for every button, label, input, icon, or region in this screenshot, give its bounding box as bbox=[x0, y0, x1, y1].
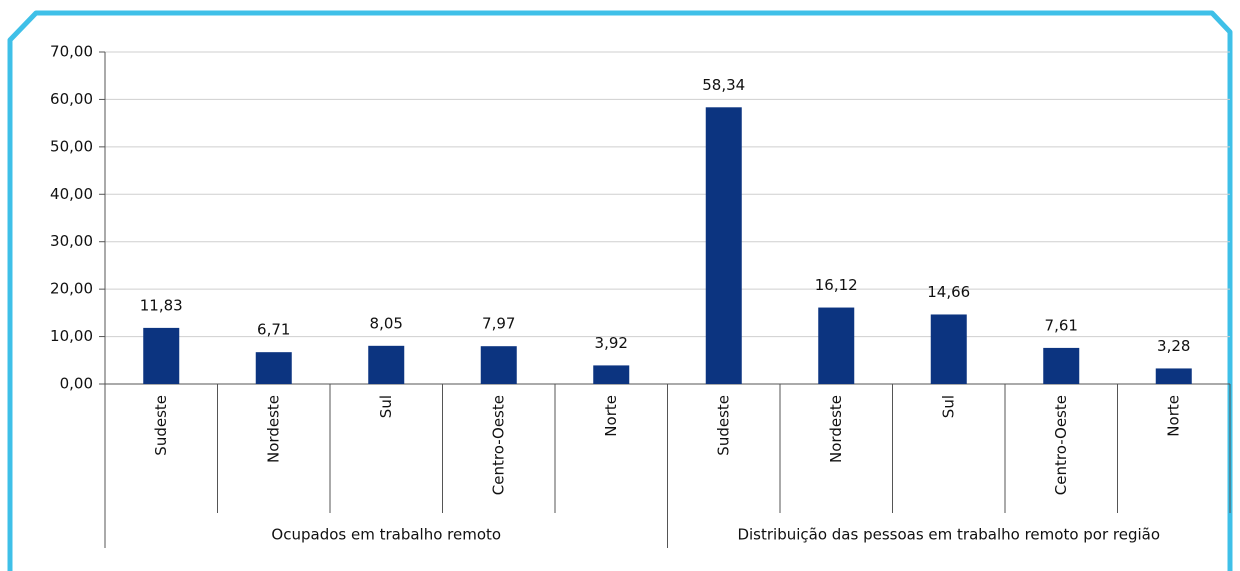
value-label: 8,05 bbox=[370, 314, 403, 332]
y-tick-label: 40,00 bbox=[50, 185, 93, 203]
bar bbox=[255, 352, 292, 384]
value-label: 6,71 bbox=[257, 321, 290, 339]
value-label: 7,61 bbox=[1045, 316, 1078, 334]
y-tick-label: 50,00 bbox=[50, 137, 93, 155]
x-tick-label: Sudeste bbox=[714, 395, 732, 456]
x-tick-label: Centro-Oeste bbox=[489, 395, 507, 495]
x-tick-label: Centro-Oeste bbox=[1052, 395, 1070, 495]
bar bbox=[1043, 347, 1080, 384]
group-label: Distribuição das pessoas em trabalho rem… bbox=[737, 526, 1160, 544]
y-tick-label: 70,00 bbox=[50, 43, 93, 61]
y-tick-label: 60,00 bbox=[50, 90, 93, 108]
y-tick-label: 0,00 bbox=[60, 375, 93, 393]
bar bbox=[705, 107, 742, 385]
group-label: Ocupados em trabalho remoto bbox=[271, 526, 501, 544]
bar bbox=[1155, 368, 1192, 384]
value-label: 3,92 bbox=[595, 334, 628, 352]
x-tick-label: Nordeste bbox=[827, 395, 845, 463]
x-tick-label: Nordeste bbox=[264, 395, 282, 463]
bar bbox=[368, 345, 405, 384]
bar bbox=[593, 365, 630, 384]
x-tick-label: Norte bbox=[1164, 395, 1182, 437]
y-tick-label: 10,00 bbox=[50, 327, 93, 345]
value-label: 14,66 bbox=[927, 283, 970, 301]
x-tick-label: Sudeste bbox=[152, 395, 170, 456]
value-label: 58,34 bbox=[702, 76, 745, 94]
y-tick-label: 30,00 bbox=[50, 232, 93, 250]
value-label: 7,97 bbox=[482, 315, 515, 333]
bar bbox=[930, 314, 967, 384]
value-label: 16,12 bbox=[815, 276, 858, 294]
value-label: 3,28 bbox=[1157, 337, 1190, 355]
x-tick-label: Sul bbox=[377, 395, 395, 418]
frame bbox=[7, 10, 1233, 571]
x-tick-label: Sul bbox=[939, 395, 957, 418]
y-tick-label: 20,00 bbox=[50, 280, 93, 298]
bar bbox=[818, 307, 855, 384]
bar bbox=[480, 346, 517, 384]
value-label: 11,83 bbox=[140, 296, 183, 314]
bar bbox=[143, 327, 180, 384]
x-tick-label: Norte bbox=[602, 395, 620, 437]
